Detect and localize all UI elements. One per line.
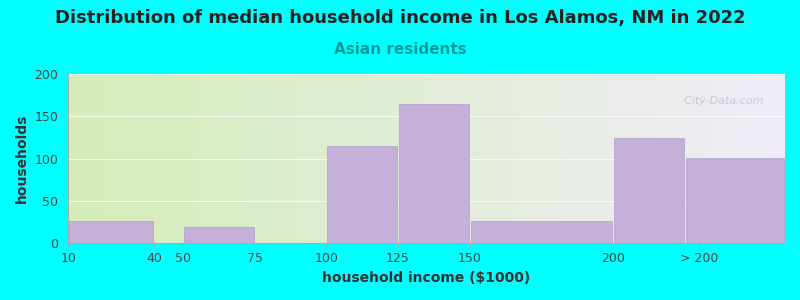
Bar [327, 146, 397, 243]
Text: Asian residents: Asian residents [334, 42, 466, 57]
X-axis label: household income ($1000): household income ($1000) [322, 271, 530, 285]
Bar [614, 137, 684, 243]
Bar [69, 220, 154, 243]
Text: City-Data.com: City-Data.com [677, 96, 763, 106]
Y-axis label: households: households [15, 114, 29, 203]
Bar [183, 227, 254, 243]
Bar [686, 158, 784, 243]
Bar [398, 103, 469, 243]
Bar [471, 221, 611, 243]
Text: Distribution of median household income in Los Alamos, NM in 2022: Distribution of median household income … [54, 9, 746, 27]
